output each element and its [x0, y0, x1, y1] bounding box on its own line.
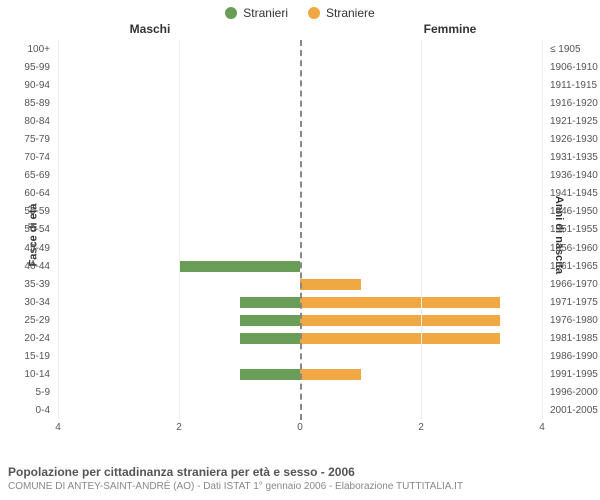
birth-label: 1921-1925	[550, 116, 600, 127]
legend-swatch-female	[308, 7, 320, 19]
xtick-label: 2	[176, 422, 182, 433]
birth-label: 1911-1915	[550, 80, 600, 91]
age-label: 85-89	[0, 98, 50, 109]
birth-label: 1981-1985	[550, 333, 600, 344]
birth-label: 1971-1975	[550, 297, 600, 308]
vgrid-line	[542, 40, 543, 420]
age-label: 60-64	[0, 188, 50, 199]
chart: Maschi Femmine Fasce di età Anni di nasc…	[0, 20, 600, 450]
birth-label: 1966-1970	[550, 279, 600, 290]
birth-label: 1931-1935	[550, 152, 600, 163]
age-label: 5-9	[0, 387, 50, 398]
birth-label: 1956-1960	[550, 243, 600, 254]
legend-item-female: Straniere	[308, 6, 375, 20]
birth-label: 1951-1955	[550, 224, 600, 235]
xtick-label: 2	[418, 422, 424, 433]
bar-female	[300, 279, 361, 290]
legend-item-male: Stranieri	[225, 6, 288, 20]
xtick-label: 4	[539, 422, 545, 433]
bar-male	[240, 369, 301, 380]
vgrid-line	[421, 40, 422, 420]
age-label: 10-14	[0, 369, 50, 380]
birth-label: 1986-1990	[550, 351, 600, 362]
legend-label-male: Stranieri	[243, 6, 288, 20]
vgrid-line	[179, 40, 180, 420]
legend-swatch-male	[225, 7, 237, 19]
yaxis-left: 100+ 95-99 90-94 85-89 80-84 75-79 70-74 65-69 6…	[0, 40, 54, 420]
xtick-label: 0	[297, 422, 303, 433]
age-label: 45-49	[0, 243, 50, 254]
xtick-label: 4	[55, 422, 61, 433]
caption: Popolazione per cittadinanza straniera p…	[8, 465, 592, 492]
age-label: 70-74	[0, 152, 50, 163]
bar-female	[300, 315, 500, 326]
legend-label-female: Straniere	[326, 6, 375, 20]
birth-label: 1961-1965	[550, 261, 600, 272]
bar-male	[240, 333, 301, 344]
age-label: 65-69	[0, 170, 50, 181]
zero-line	[300, 40, 302, 420]
age-label: 95-99	[0, 62, 50, 73]
plot-area	[58, 40, 542, 420]
birth-label: ≤ 1905	[550, 44, 600, 55]
birth-label: 2001-2005	[550, 405, 600, 416]
vgrid-line	[58, 40, 59, 420]
age-label: 90-94	[0, 80, 50, 91]
age-label: 55-59	[0, 206, 50, 217]
birth-label: 1906-1910	[550, 62, 600, 73]
age-label: 35-39	[0, 279, 50, 290]
bar-female	[300, 369, 361, 380]
birth-label: 1941-1945	[550, 188, 600, 199]
birth-label: 1936-1940	[550, 170, 600, 181]
caption-subtitle: COMUNE DI ANTEY-SAINT-ANDRÉ (AO) - Dati …	[8, 481, 592, 492]
bar-male	[240, 315, 301, 326]
yaxis-right: ≤ 1905 1906-1910 1911-1915 1916-1920 1921-19…	[546, 40, 600, 420]
age-label: 40-44	[0, 261, 50, 272]
age-label: 15-19	[0, 351, 50, 362]
birth-label: 1976-1980	[550, 315, 600, 326]
subheader-male: Maschi	[0, 20, 300, 36]
age-label: 75-79	[0, 134, 50, 145]
bar-female	[300, 297, 500, 308]
age-label: 0-4	[0, 405, 50, 416]
subheader-female: Femmine	[300, 20, 600, 36]
birth-label: 1916-1920	[550, 98, 600, 109]
birth-label: 1991-1995	[550, 369, 600, 380]
caption-title: Popolazione per cittadinanza straniera p…	[8, 465, 592, 479]
birth-label: 1946-1950	[550, 206, 600, 217]
xaxis: 4 2 0 2 4	[58, 422, 542, 436]
age-label: 100+	[0, 44, 50, 55]
age-label: 30-34	[0, 297, 50, 308]
bar-female	[300, 333, 500, 344]
birth-label: 1996-2000	[550, 387, 600, 398]
bar-male	[179, 261, 300, 272]
age-label: 80-84	[0, 116, 50, 127]
age-label: 25-29	[0, 315, 50, 326]
birth-label: 1926-1930	[550, 134, 600, 145]
age-label: 20-24	[0, 333, 50, 344]
age-label: 50-54	[0, 224, 50, 235]
legend: Stranieri Straniere	[0, 0, 600, 20]
bar-male	[240, 297, 301, 308]
